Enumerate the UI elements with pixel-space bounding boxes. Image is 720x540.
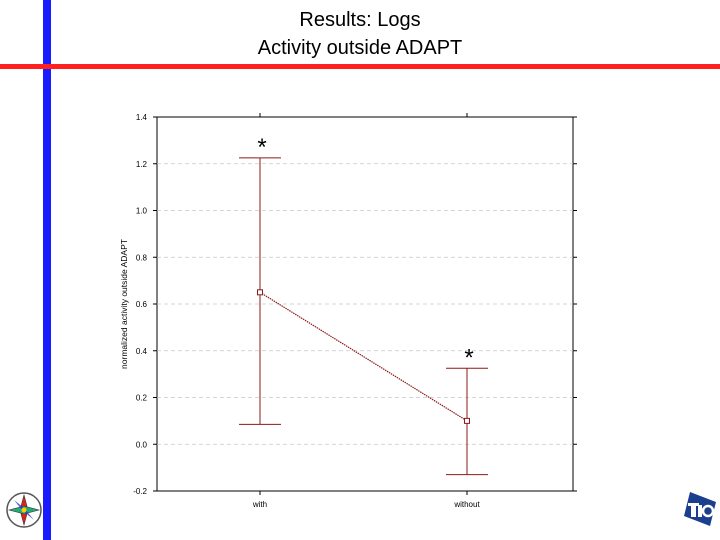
compass-logo-icon <box>6 492 42 528</box>
data-point-without <box>464 417 470 424</box>
y-tick-label: 1.0 <box>136 207 148 216</box>
tno-logo-icon <box>684 492 716 526</box>
significance-star-with: * <box>257 134 266 161</box>
red-horizontal-rule <box>0 64 720 69</box>
y-tick-label: 1.4 <box>136 113 148 122</box>
slide-title-line1: Results: Logs <box>299 9 421 31</box>
y-tick-label: 1.2 <box>136 160 148 169</box>
x-tick-label: without <box>453 500 480 509</box>
y-tick-label: 0.2 <box>136 394 148 403</box>
y-axis-label: normalized activity outside ADAPT <box>119 239 129 369</box>
significance-star-without: * <box>464 344 473 371</box>
y-tick-label: 0.0 <box>136 440 148 449</box>
x-tick-label: with <box>252 500 267 509</box>
y-tick-label: 0.6 <box>136 300 148 309</box>
slide-title-line2: Activity outside ADAPT <box>257 37 463 59</box>
y-tick-label: -0.2 <box>133 487 147 496</box>
data-point-with <box>257 289 263 296</box>
y-tick-label: 0.8 <box>136 253 148 262</box>
y-tick-label: 0.4 <box>136 347 148 356</box>
blue-vertical-rule <box>43 0 51 540</box>
series-line <box>259 291 468 422</box>
